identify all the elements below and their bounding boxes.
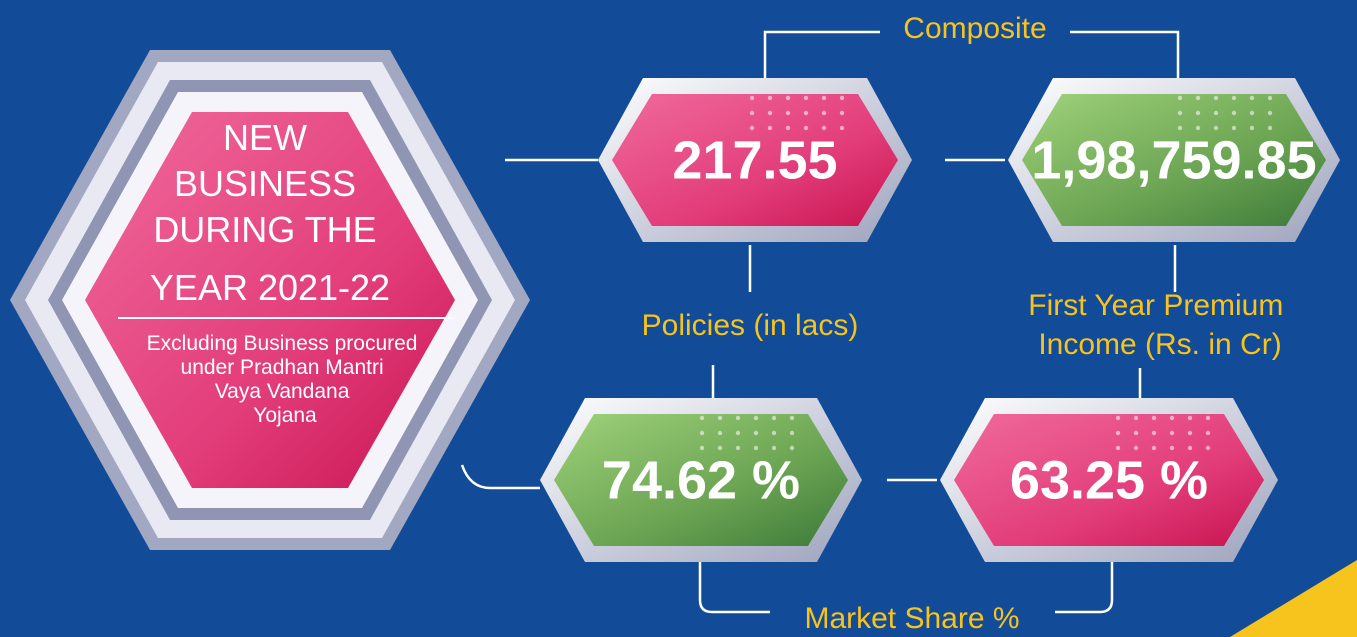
- box-value: 1,98,759.85: [1031, 130, 1316, 190]
- box-value: 74.62 %: [602, 450, 800, 510]
- dot: [1213, 95, 1219, 101]
- dot: [749, 95, 755, 101]
- dot: [839, 110, 845, 116]
- dot: [717, 445, 723, 451]
- dot: [839, 125, 845, 131]
- dot: [1115, 415, 1121, 421]
- dot: [1267, 95, 1273, 101]
- dot: [1151, 430, 1157, 436]
- dot: [1133, 445, 1139, 451]
- corner-accent: [1230, 560, 1357, 637]
- dot: [821, 110, 827, 116]
- value-box: 63.25 %: [940, 398, 1278, 562]
- dot: [1231, 95, 1237, 101]
- dot: [1169, 415, 1175, 421]
- dot: [785, 95, 791, 101]
- box-face: [1022, 94, 1326, 226]
- dot: [1151, 415, 1157, 421]
- dot: [1177, 110, 1183, 116]
- dot: [1267, 125, 1273, 131]
- dot: [1195, 95, 1201, 101]
- dot: [1177, 125, 1183, 131]
- label: First Year Premium Income (Rs. in Cr): [1028, 289, 1291, 361]
- dot: [1115, 430, 1121, 436]
- connectors: [460, 30, 1180, 614]
- dot: [717, 430, 723, 436]
- label: Policies (in lacs): [642, 309, 859, 342]
- dot: [789, 415, 795, 421]
- dot: [1267, 110, 1273, 116]
- dot: [1249, 95, 1255, 101]
- box-value: 217.55: [672, 130, 837, 190]
- dot: [1205, 445, 1211, 451]
- dot: [771, 430, 777, 436]
- dot: [749, 125, 755, 131]
- dot: [1249, 110, 1255, 116]
- dot: [735, 445, 741, 451]
- dot: [771, 415, 777, 421]
- dot: [789, 445, 795, 451]
- dot: [699, 445, 705, 451]
- dot: [717, 415, 723, 421]
- dot: [1249, 125, 1255, 131]
- group-label: Composite: [903, 12, 1046, 45]
- group-label: Market Share %: [804, 602, 1019, 635]
- dot: [753, 430, 759, 436]
- dot: [1169, 430, 1175, 436]
- dot: [1187, 430, 1193, 436]
- dot: [821, 95, 827, 101]
- dot: [785, 110, 791, 116]
- dot: [1169, 445, 1175, 451]
- dot: [1187, 445, 1193, 451]
- box-face: [612, 94, 898, 226]
- main-title: NEW BUSINESS DURING THE YEAR 2021-22: [150, 117, 390, 308]
- dot: [1133, 430, 1139, 436]
- dot: [1187, 415, 1193, 421]
- dot: [699, 430, 705, 436]
- dot: [1133, 415, 1139, 421]
- dot: [1231, 110, 1237, 116]
- value-box: 217.55: [598, 78, 912, 242]
- dot: [1195, 125, 1201, 131]
- dot: [767, 95, 773, 101]
- main-note: Excluding Business procured under Pradha…: [147, 332, 424, 427]
- dot: [753, 445, 759, 451]
- dot: [839, 95, 845, 101]
- dot: [767, 110, 773, 116]
- dot: [803, 95, 809, 101]
- value-box: 1,98,759.85: [1008, 78, 1340, 242]
- dot: [735, 430, 741, 436]
- dot: [735, 415, 741, 421]
- dot: [1213, 125, 1219, 131]
- dot: [753, 415, 759, 421]
- dot: [699, 415, 705, 421]
- dot: [785, 125, 791, 131]
- dot: [1205, 415, 1211, 421]
- dot: [1205, 430, 1211, 436]
- dot: [1177, 95, 1183, 101]
- dot: [821, 125, 827, 131]
- dot: [789, 430, 795, 436]
- main-hexagon: NEW BUSINESS DURING THE YEAR 2021-22 Exc…: [10, 50, 530, 550]
- dot: [1115, 445, 1121, 451]
- value-box: 74.62 %: [540, 398, 862, 562]
- dot: [1213, 110, 1219, 116]
- dot: [1151, 445, 1157, 451]
- box-value: 63.25 %: [1010, 450, 1208, 510]
- dot: [767, 125, 773, 131]
- dot: [803, 110, 809, 116]
- dot: [1195, 110, 1201, 116]
- dot: [1231, 125, 1237, 131]
- dot: [749, 110, 755, 116]
- dot: [803, 125, 809, 131]
- dot: [771, 445, 777, 451]
- box-face: [954, 414, 1264, 546]
